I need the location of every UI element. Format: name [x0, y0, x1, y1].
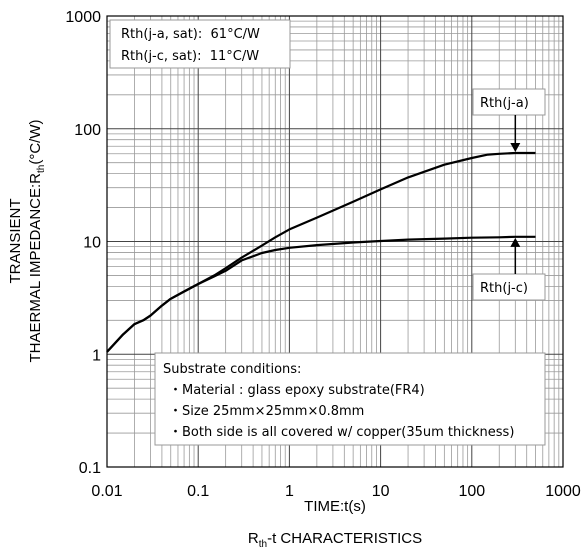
saturation-info-box: Rth(j-a, sat): 61°C/W Rth(j-c, sat): 11°…: [109, 19, 291, 69]
y-tick-label: 1: [92, 347, 101, 364]
x-tick-label: 0.01: [91, 483, 122, 500]
note-size: ・Size 25mm×25mm×0.8mm: [169, 404, 364, 419]
x-tick-label: 10: [372, 483, 390, 500]
notes-frame: [154, 352, 546, 446]
x-tick-label: 100: [458, 483, 485, 500]
y-axis-label-line1: TRANSIENT: [7, 198, 24, 283]
series-line-rth-jc: [106, 235, 536, 353]
y-tick-label: 0.1: [79, 460, 101, 477]
arrow-head-ja: [510, 142, 521, 152]
annotation-rth-ja: Rth(j-a): [480, 96, 529, 111]
x-tick-label: 1000: [545, 483, 581, 500]
info-rth-ja: Rth(j-a, sat): 61°C/W: [121, 27, 260, 42]
y-tick-label: 1000: [65, 9, 101, 26]
y-axis-label-line2: THAERMAL IMPEDANCE:Rth(°C/W): [27, 120, 47, 363]
series-annotations: Rth(j-a) Rth(j-c): [472, 88, 546, 301]
x-tick-label: 1: [285, 483, 294, 500]
caption-main: R: [248, 530, 259, 547]
arrow-head-jc: [510, 237, 521, 247]
x-tick-label: 0.1: [187, 483, 209, 500]
info-rth-jc: Rth(j-c, sat): 11°C/W: [121, 49, 259, 64]
y-tick-labels: 0.1 1 10 100 1000: [65, 9, 101, 477]
x-axis-label: TIME:t(s): [304, 498, 366, 515]
annotation-box-ja: [472, 88, 546, 116]
y-label-subscript: th: [36, 165, 47, 173]
substrate-conditions-box: Substrate conditions: ・Material : glass …: [154, 352, 546, 446]
y-label-unit: (°C/W): [27, 120, 44, 165]
x-tick-labels: 0.01 0.1 1 10 100 1000: [91, 483, 580, 500]
data-curves: [106, 151, 536, 353]
caption-subscript: th: [259, 539, 267, 550]
plot-frame: [106, 15, 564, 468]
annotation-rth-jc: Rth(j-c): [480, 281, 528, 296]
y-tick-label: 100: [74, 122, 101, 139]
note-material: ・Material : glass epoxy substrate(FR4): [169, 383, 425, 398]
info-box-frame: [109, 19, 291, 69]
y-axis-label: TRANSIENT THAERMAL IMPEDANCE:Rth(°C/W): [7, 120, 47, 363]
notes-heading: Substrate conditions:: [163, 362, 301, 377]
chart-caption: Rth-t CHARACTERISTICS: [248, 530, 422, 550]
y-label-main: THAERMAL IMPEDANCE:R: [27, 173, 44, 363]
note-copper: ・Both side is all covered w/ copper(35um…: [169, 425, 514, 440]
annotation-box-jc: [472, 273, 546, 301]
caption-rest: -t CHARACTERISTICS: [267, 530, 422, 547]
y-tick-label: 10: [83, 235, 101, 252]
